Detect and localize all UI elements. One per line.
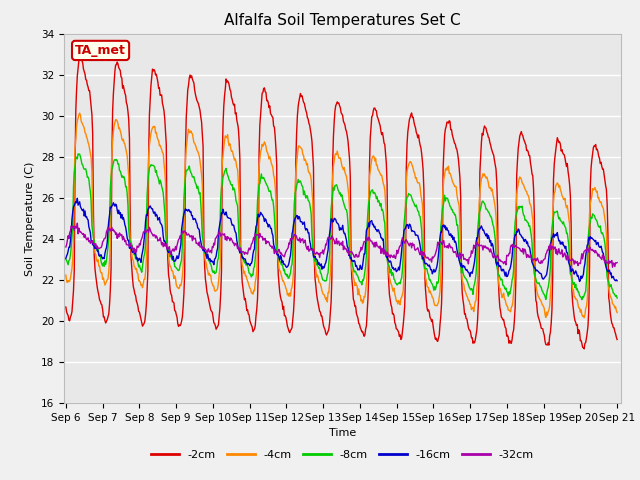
-8cm: [129, 249, 137, 255]
-32cm: [186, 232, 193, 238]
-4cm: [410, 166, 417, 171]
-2cm: [62, 304, 70, 310]
-8cm: [578, 297, 586, 302]
-16cm: [72, 199, 79, 204]
-32cm: [129, 248, 137, 254]
Line: -2cm: -2cm: [66, 56, 617, 349]
-16cm: [613, 278, 621, 284]
-32cm: [613, 260, 621, 265]
-4cm: [129, 257, 137, 263]
-32cm: [426, 257, 433, 263]
-8cm: [410, 199, 417, 204]
-16cm: [74, 195, 81, 201]
-32cm: [609, 264, 616, 270]
-32cm: [74, 220, 81, 226]
-4cm: [72, 136, 79, 142]
Y-axis label: Soil Temperature (C): Soil Temperature (C): [26, 161, 35, 276]
-32cm: [214, 232, 222, 238]
-2cm: [426, 309, 433, 315]
-2cm: [186, 75, 193, 81]
-8cm: [72, 155, 79, 160]
-4cm: [62, 272, 70, 278]
-8cm: [186, 163, 193, 169]
Title: Alfalfa Soil Temperatures Set C: Alfalfa Soil Temperatures Set C: [224, 13, 461, 28]
-32cm: [62, 244, 70, 250]
-2cm: [129, 284, 137, 289]
-16cm: [129, 249, 137, 254]
Line: -8cm: -8cm: [66, 154, 617, 300]
-8cm: [613, 295, 621, 301]
-8cm: [62, 257, 70, 263]
-16cm: [62, 256, 70, 262]
-16cm: [186, 207, 193, 213]
Line: -32cm: -32cm: [66, 223, 617, 267]
-2cm: [580, 346, 588, 352]
-2cm: [77, 53, 85, 59]
-32cm: [410, 242, 417, 248]
-4cm: [426, 289, 433, 295]
-2cm: [613, 336, 621, 342]
-32cm: [72, 225, 79, 231]
-16cm: [426, 262, 433, 268]
-4cm: [580, 315, 588, 321]
-2cm: [72, 107, 79, 113]
-2cm: [410, 114, 417, 120]
-4cm: [76, 110, 83, 116]
-4cm: [214, 280, 222, 286]
-4cm: [186, 130, 193, 135]
Line: -16cm: -16cm: [66, 198, 617, 281]
X-axis label: Time: Time: [329, 429, 356, 438]
-8cm: [74, 151, 82, 156]
-8cm: [214, 256, 222, 262]
-16cm: [214, 230, 222, 236]
Line: -4cm: -4cm: [66, 113, 617, 318]
-16cm: [410, 228, 417, 234]
-4cm: [613, 310, 621, 315]
Text: TA_met: TA_met: [75, 44, 126, 57]
-16cm: [576, 278, 584, 284]
-8cm: [426, 277, 433, 283]
Legend: -2cm, -4cm, -8cm, -16cm, -32cm: -2cm, -4cm, -8cm, -16cm, -32cm: [147, 445, 538, 464]
-2cm: [214, 322, 222, 328]
